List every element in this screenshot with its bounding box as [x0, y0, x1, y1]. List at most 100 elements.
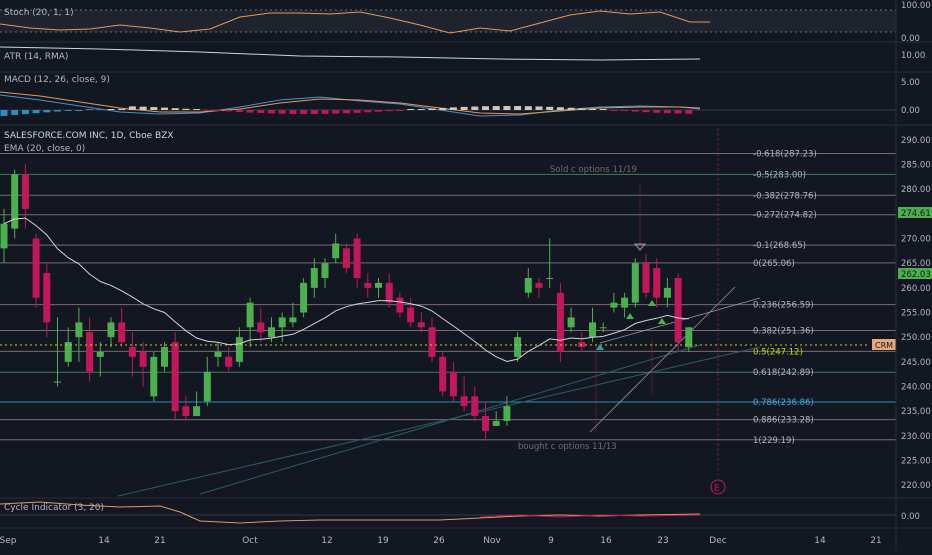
x-tick-label: 14	[814, 536, 826, 546]
macd-tick-0: 0.00	[901, 106, 920, 116]
event-marker[interactable]	[710, 479, 726, 495]
candle-body	[54, 381, 61, 383]
candle-body	[150, 356, 158, 397]
macd-bar	[471, 106, 479, 110]
x-tick-label: 12	[321, 536, 332, 546]
x-tick-label: 19	[377, 536, 389, 546]
signal-arrow-up-3	[648, 300, 656, 306]
main-title: SALESFORCE.COM INC, 1D, Cboe BZX	[4, 131, 174, 141]
macd-bar	[321, 110, 329, 114]
trendline-2	[199, 344, 701, 495]
signal-arrows	[596, 243, 666, 350]
candle-body	[96, 351, 104, 357]
macd-bar	[310, 110, 318, 114]
y-tick-label: 225.00	[901, 456, 931, 466]
x-tick-label: 16	[600, 536, 612, 546]
candle-body	[342, 248, 350, 269]
macd-signal-line	[0, 91, 701, 115]
macd-bar	[86, 109, 94, 110]
y-axis-ticks: 290.00285.00280.00275.00270.00265.00260.…	[901, 136, 931, 491]
macd-bar	[203, 110, 211, 111]
y-tick-label: 265.00	[901, 259, 931, 269]
channel-line-1	[589, 286, 736, 433]
y-tick-label: 255.00	[901, 309, 931, 319]
candle-body	[556, 292, 564, 352]
macd-bar	[225, 110, 233, 112]
candle-body	[492, 421, 500, 426]
cycle-tick-0: 0.00	[901, 512, 920, 522]
macd-bar	[214, 110, 222, 111]
macd-bar	[150, 107, 158, 110]
stoch-tick-100: 100.00	[901, 1, 931, 11]
macd-bar	[43, 110, 51, 113]
candle-body	[653, 268, 661, 298]
candle-body	[685, 327, 693, 348]
candle-body	[257, 322, 265, 333]
candles	[0, 164, 693, 441]
candle-body	[449, 371, 457, 397]
candle-body	[535, 282, 543, 288]
signal-arrow-up-1	[596, 344, 604, 350]
candle-body	[471, 396, 479, 417]
cycle-line	[0, 501, 701, 524]
macd-bar	[546, 106, 554, 110]
candle-body	[235, 337, 243, 362]
macd-bar	[375, 110, 382, 112]
candle-body	[621, 297, 629, 308]
macd-bar	[300, 110, 308, 114]
macd-label: MACD (12, 26, close, 9)	[4, 75, 110, 85]
ema-label: EMA (20, close, 0)	[4, 144, 85, 154]
x-axis: Sep 14 21 Oct 12 19 26 Nov 9 16 23 Dec 14 21	[0, 536, 882, 546]
candle-body	[417, 322, 425, 328]
macd-bar	[492, 106, 500, 110]
y-tick-label: 290.00	[901, 136, 931, 146]
candle-body	[310, 268, 318, 288]
y-tick-label: 230.00	[901, 432, 931, 442]
fib-label: -0.382(278.76)	[753, 191, 817, 201]
candle-body	[460, 396, 468, 407]
macd-bar	[482, 106, 489, 110]
macd-bar	[246, 110, 254, 113]
price-badge-2: 262.03	[901, 270, 931, 280]
candle-body	[546, 277, 554, 279]
macd-bar	[278, 110, 286, 114]
candle-body	[439, 356, 447, 392]
annotation-sold: Sold c options 11/19	[550, 165, 637, 175]
candle-body	[428, 327, 436, 357]
macd-bar	[21, 110, 29, 115]
fib-label: -0.272(274.82)	[753, 211, 817, 221]
macd-bar	[621, 110, 629, 111]
candle-body	[21, 174, 29, 209]
macd-bar	[396, 110, 404, 111]
atr-line	[0, 46, 701, 61]
macd-bar	[182, 108, 190, 110]
candle-body	[385, 282, 393, 303]
candle-body	[364, 282, 372, 288]
atr-tick-5: 5.00	[901, 78, 920, 88]
macd-bar	[685, 110, 693, 114]
macd-bar	[75, 110, 83, 111]
macd-bar	[171, 108, 179, 110]
candle-body	[64, 342, 72, 362]
macd-line	[0, 94, 701, 117]
x-tick-label: Nov	[483, 536, 501, 546]
macd-pane: MACD (12, 26, close, 9) 0.00	[0, 75, 920, 117]
candle-body	[631, 263, 639, 303]
fib-label: 0.786(236.86)	[753, 398, 814, 408]
y-tick-label: 235.00	[901, 407, 931, 417]
candle-body	[289, 317, 297, 323]
macd-bar	[193, 109, 201, 110]
x-tick-label: Sep	[0, 536, 17, 546]
candle-body	[246, 302, 254, 328]
fib-label: 1(229.19)	[753, 436, 795, 446]
candle-body	[268, 327, 275, 338]
y-tick-label: 260.00	[901, 284, 931, 294]
cycle-label: Cycle Indicator (3, 20)	[4, 503, 104, 513]
candle-body	[589, 322, 596, 338]
macd-bar	[289, 110, 297, 114]
fib-label: 0.5(247.12)	[753, 347, 803, 357]
candle-body	[663, 287, 671, 298]
atr-pane: ATR (14, RMA) 10.00 5.00	[0, 46, 925, 88]
